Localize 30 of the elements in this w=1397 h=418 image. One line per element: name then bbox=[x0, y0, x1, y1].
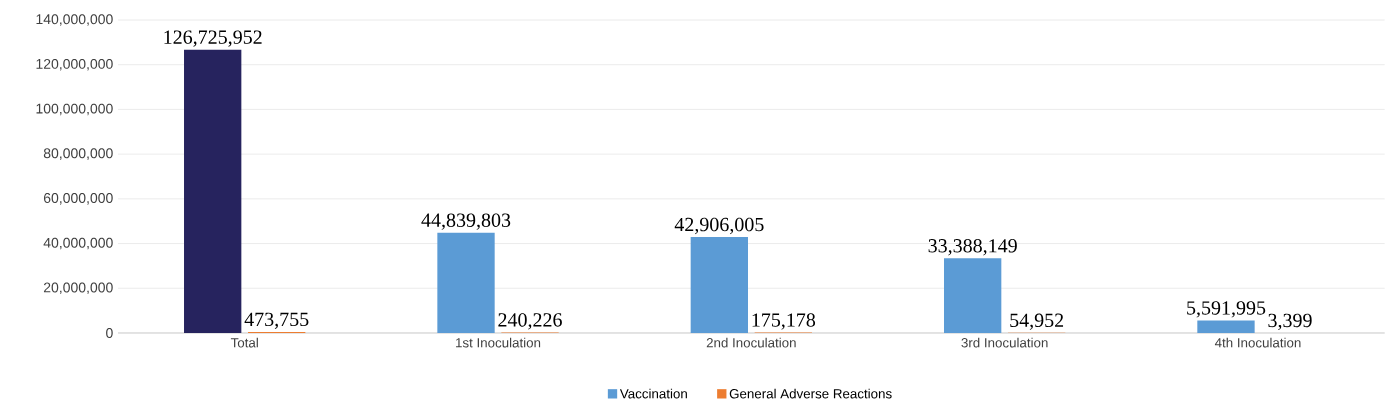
data-label: 175,178 bbox=[752, 313, 816, 330]
data-label: 126,725,952 bbox=[164, 30, 262, 47]
x-tick-label: Total bbox=[230, 337, 258, 348]
y-tick-label: 80,000,000 bbox=[43, 148, 113, 160]
data-label: 240,226 bbox=[498, 313, 562, 330]
y-tick-label: 60,000,000 bbox=[43, 193, 113, 205]
x-tick-label: 2nd Inoculation bbox=[706, 337, 796, 348]
x-tick-label: 3rd Inoculation bbox=[961, 337, 1048, 348]
legend-label: General Adverse Reactions bbox=[729, 388, 892, 399]
y-tick-label: 20,000,000 bbox=[43, 282, 113, 295]
y-tick-label: 40,000,000 bbox=[43, 237, 113, 250]
y-tick-label: 140,000,000 bbox=[36, 14, 113, 26]
bar bbox=[184, 49, 242, 333]
bar bbox=[944, 258, 1002, 333]
data-label: 3,399 bbox=[1268, 313, 1312, 331]
data-label: 473,755 bbox=[244, 312, 309, 329]
data-label: 44,839,803 bbox=[421, 213, 511, 230]
y-tick-label: 100,000,000 bbox=[36, 103, 113, 116]
data-label: 42,906,005 bbox=[674, 217, 764, 235]
y-tick-label: 0 bbox=[106, 328, 113, 338]
data-label: 54,952 bbox=[1010, 313, 1064, 330]
x-tick-label: 1st Inoculation bbox=[456, 337, 541, 348]
data-label: 5,591,995 bbox=[1187, 301, 1266, 318]
data-label: 33,388,149 bbox=[928, 239, 1017, 256]
x-tick-label: 4th Inoculation bbox=[1214, 337, 1301, 348]
bar bbox=[690, 237, 748, 333]
bar bbox=[437, 232, 495, 333]
y-tick-label: 120,000,000 bbox=[36, 58, 113, 71]
bar bbox=[1197, 320, 1255, 333]
legend-label: Vaccination bbox=[619, 388, 687, 399]
